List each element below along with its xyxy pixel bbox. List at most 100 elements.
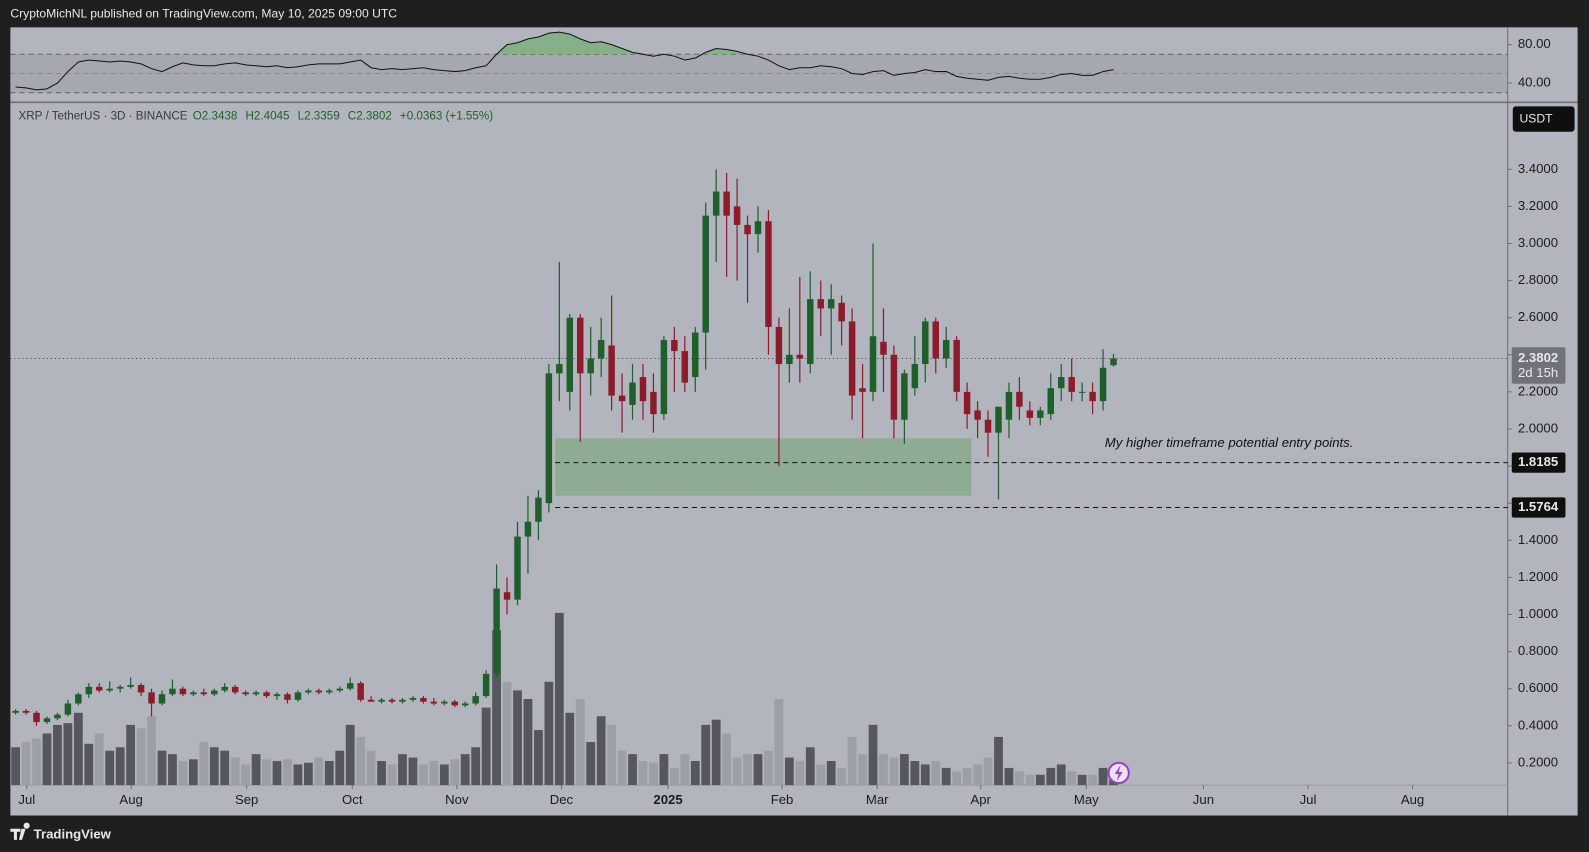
volume-bar <box>73 712 83 786</box>
symbol-label: XRP / TetherUS · 3D · BINANCE <box>18 110 187 123</box>
volume-bar <box>241 764 251 786</box>
y-tick-label: 1.4000 <box>1518 532 1558 547</box>
x-tick-label: May <box>1074 792 1099 807</box>
candle-body <box>75 694 82 704</box>
candle-body <box>252 692 260 695</box>
candle-body <box>650 391 657 415</box>
volume-bar <box>272 761 282 786</box>
candle-body <box>1068 377 1075 392</box>
volume-bar <box>460 754 470 786</box>
x-tick-label: Dec <box>550 792 574 807</box>
candle-body <box>932 321 939 359</box>
currency-button[interactable] <box>1512 106 1575 132</box>
volume-bar <box>523 699 533 786</box>
volume-bar <box>795 761 805 786</box>
candle-body <box>765 221 772 327</box>
candle-body <box>671 339 678 352</box>
price-pane: 0.2000 0.4000 0.6000 0.8000 1.0000 1.2000 1.40… <box>10 161 1566 807</box>
candle-body <box>535 497 542 522</box>
candle-body <box>880 341 887 355</box>
x-tick-label: Mar <box>866 792 889 807</box>
rsi-line <box>15 31 1114 91</box>
x-tick-label: Aug <box>1401 792 1424 807</box>
candle-body <box>420 697 427 702</box>
candle-body <box>639 377 647 402</box>
candle-body <box>493 588 500 674</box>
volume-bar <box>408 757 418 786</box>
volume-bar <box>84 743 94 786</box>
candle-body <box>158 694 166 704</box>
volume-bar <box>732 757 742 786</box>
volume-bar <box>230 757 240 786</box>
candle-body <box>211 690 218 695</box>
volume-bar <box>1056 764 1066 786</box>
candle-body <box>43 718 51 723</box>
candle-body <box>901 373 908 420</box>
candle-body <box>64 703 72 715</box>
volume-bar <box>450 759 460 786</box>
candle-body <box>1037 410 1044 418</box>
volume-bar <box>168 754 177 786</box>
volume-bar <box>690 761 700 786</box>
candle-body <box>242 692 249 695</box>
header-title: CryptoMichNL published on TradingView.co… <box>10 6 397 20</box>
volume-bar <box>805 747 815 786</box>
x-tick-label: Jun <box>1193 792 1214 807</box>
volume-bar <box>419 764 428 786</box>
ohlc-value: H2.4045 <box>246 110 290 123</box>
volume-bar <box>178 761 188 786</box>
candle-body <box>890 354 898 420</box>
volume-bar <box>1077 774 1087 786</box>
chart-panel <box>10 27 1578 816</box>
y-tick-label: 1.0000 <box>1518 606 1558 621</box>
candle-body <box>744 224 751 235</box>
volume-bar <box>251 754 261 786</box>
volume-bar <box>617 750 627 786</box>
candle-body <box>754 221 762 235</box>
event-icon-bolt <box>1114 764 1123 782</box>
candle-body <box>221 686 228 691</box>
candle-body <box>137 684 145 693</box>
volume-bar <box>837 767 847 786</box>
volume-bar <box>544 681 554 786</box>
volume-bar <box>753 754 763 786</box>
volume-bar <box>220 750 230 786</box>
candle-body <box>315 690 323 693</box>
candle-body <box>346 683 354 689</box>
candle-body <box>514 536 521 600</box>
price-tag-label: 1.8185 <box>1518 454 1558 469</box>
volume-bar <box>638 761 648 786</box>
currency-label[interactable]: USDT <box>1520 112 1554 126</box>
candle-body <box>441 701 448 704</box>
y-tick-label: 3.0000 <box>1518 235 1558 250</box>
price-tag-label: 1.5764 <box>1518 499 1559 514</box>
volume-bar <box>1004 767 1014 786</box>
volume-bar <box>481 707 491 786</box>
candle-body <box>388 699 396 702</box>
candle-body <box>357 683 364 700</box>
rsi-pane: 40.00 80.00 <box>10 31 1551 94</box>
candle-body <box>169 688 176 695</box>
y-tick-label: 3.2000 <box>1518 198 1558 213</box>
volume-bar <box>377 761 386 786</box>
candle-body <box>712 191 720 216</box>
candle-body <box>953 339 960 392</box>
volume-bar <box>63 723 73 786</box>
volume-bar <box>1098 767 1108 786</box>
volume-bar <box>983 757 993 786</box>
candle-body <box>796 354 804 359</box>
candle-body <box>566 317 574 392</box>
ohlc-value: L2.3359 <box>298 110 340 123</box>
candle-body <box>96 686 103 691</box>
volume-bar <box>314 757 324 786</box>
volume-bar <box>115 747 125 786</box>
candle-body <box>911 364 919 389</box>
candle-body <box>817 299 824 309</box>
volume-bar <box>534 730 543 786</box>
y-tick-label: 0.6000 <box>1518 680 1558 695</box>
volume-bar <box>743 754 752 786</box>
volume-bar <box>628 754 637 786</box>
candle-body <box>116 686 124 689</box>
footer-brand: TradingView <box>34 826 112 841</box>
